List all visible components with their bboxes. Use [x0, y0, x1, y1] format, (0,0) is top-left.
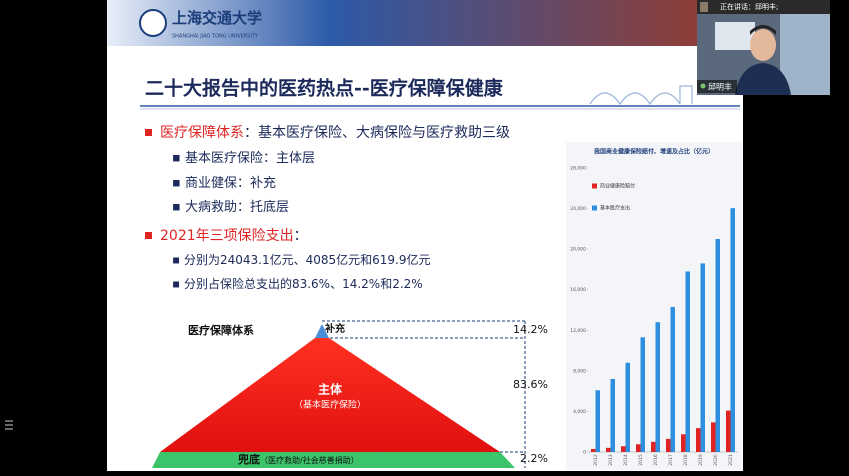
name-tag	[697, 80, 737, 93]
legend-swatch	[592, 205, 597, 211]
bar	[655, 322, 660, 452]
speaker-status: 正在讲话：邱明丰;	[720, 2, 778, 11]
chart-title: 我国商业健康保险赔付、增速及占比（亿元）	[594, 148, 714, 156]
bar	[640, 337, 645, 452]
bar	[606, 447, 611, 452]
x-tick-label: 2017	[668, 454, 674, 466]
bullet-label: 2021年三项保险支出	[160, 228, 294, 244]
bar	[621, 446, 626, 452]
x-tick-label: 2015	[638, 454, 644, 466]
chart-panel	[566, 142, 742, 470]
legend-swatch	[592, 183, 597, 189]
participant-face	[750, 29, 776, 61]
y-tick-label: 0	[583, 450, 586, 456]
bullet-body: ：基本医疗保险、大病保险与医疗救助三级	[244, 124, 510, 141]
pyramid-middle-note: （基本医疗保险）	[294, 399, 366, 411]
share-label: 14.2%	[513, 323, 548, 336]
x-tick-label: 2021	[728, 454, 734, 466]
bar	[730, 208, 735, 452]
bullet-label: 医疗保障体系	[160, 125, 244, 141]
bridge-decoration	[589, 85, 693, 106]
slide-title: 二十大报告中的医药热点--医疗保障保健康	[145, 77, 504, 100]
y-tick-label: 4,000	[573, 409, 586, 415]
legend-label: 基本医疗支出	[600, 205, 630, 212]
sub-bullet-text: 分别占保险总支出的83.6%、14.2%和2.2%	[184, 276, 423, 291]
pyramid-bottom-label: 兜底	[238, 452, 260, 466]
y-tick-label: 20,000	[570, 247, 586, 253]
pyramid-top-label: 补充	[324, 322, 345, 335]
bar	[700, 263, 705, 452]
pyramid-middle	[160, 338, 500, 452]
y-tick-label: 24,000	[570, 206, 586, 212]
y-tick-label: 8,000	[573, 368, 586, 374]
sub-bullet: ▪ 大病救助：托底层	[172, 199, 289, 215]
pyramid-bottom	[152, 452, 515, 468]
sub-bullet: ▪ 分别为24043.1亿元、4085亿元和619.9亿元	[172, 252, 430, 267]
bar	[595, 390, 600, 452]
sub-bullet: ▪ 商业健保：补充	[172, 175, 276, 191]
sub-bullet-text: 分别为24043.1亿元、4085亿元和619.9亿元	[184, 252, 431, 267]
pyramid-top	[315, 324, 329, 338]
bar	[670, 306, 675, 452]
sub-bullet-text: 大病救助：托底层	[185, 199, 289, 215]
side-icon[interactable]	[5, 420, 13, 430]
bar	[610, 378, 615, 452]
share-label: 83.6%	[513, 378, 548, 391]
bar	[625, 362, 630, 452]
x-tick-label: 2012	[593, 454, 599, 466]
participant-body	[735, 63, 791, 95]
sub-bullet: ▪ 基本医疗保险：主体层	[172, 151, 315, 166]
bar	[666, 438, 671, 452]
bar	[726, 410, 731, 452]
sub-bullet-text: 基本医疗保险：主体层	[185, 151, 315, 166]
pyramid-bottom-note: （医疗救助/社会慈善捐助）	[260, 455, 359, 465]
sub-bullet: ▪ 分别占保险总支出的83.6%、14.2%和2.2%	[172, 276, 423, 291]
x-tick-label: 2016	[653, 454, 659, 466]
bar	[696, 428, 701, 452]
bullet	[145, 232, 152, 239]
bullet-text: 2021年三项保险支出：	[160, 228, 308, 244]
x-tick-label: 2019	[698, 454, 704, 466]
logo-subtext: SHANGHAI JIAO TONG UNIVERSITY	[172, 34, 259, 40]
bullet	[145, 129, 152, 136]
y-tick-label: 28,000	[570, 166, 586, 172]
background-window	[780, 14, 830, 95]
logo-text: 上海交通大学	[172, 9, 262, 27]
x-tick-label: 2018	[683, 454, 689, 466]
speaker-bar	[697, 0, 830, 14]
y-tick-label: 16,000	[570, 287, 586, 293]
bar	[715, 239, 720, 452]
bar	[681, 434, 686, 452]
participant-name: 邱明丰	[708, 82, 732, 92]
participant-hair	[750, 25, 776, 35]
share-label: 2.2%	[520, 452, 548, 465]
bar	[636, 444, 641, 452]
mic-icon	[700, 83, 706, 89]
x-tick-label: 2013	[608, 454, 614, 466]
logo-emblem	[139, 9, 167, 37]
banner	[107, 0, 743, 46]
x-tick-label: 2020	[713, 454, 719, 466]
background-screen	[715, 22, 755, 50]
bar	[651, 441, 656, 452]
sub-bullet-text: 商业健保：补充	[185, 175, 276, 191]
bullet-text: 医疗保障体系：基本医疗保险、大病保险与医疗救助三级	[160, 124, 510, 141]
x-tick-label: 2014	[623, 454, 629, 466]
y-tick-label: 12,000	[570, 328, 586, 334]
bar	[685, 271, 690, 452]
pyramid-bottom-text: 兜底（医疗救助/社会慈善捐助）	[238, 452, 359, 466]
speaker-avatar	[700, 2, 708, 12]
pyramid-title: 医疗保障体系	[188, 323, 254, 337]
pyramid-middle-label: 主体	[318, 382, 343, 397]
bar	[591, 448, 596, 452]
bullet-body: ：	[294, 228, 308, 244]
legend-label: 商业健康险赔付	[600, 183, 635, 190]
bar	[711, 422, 716, 452]
